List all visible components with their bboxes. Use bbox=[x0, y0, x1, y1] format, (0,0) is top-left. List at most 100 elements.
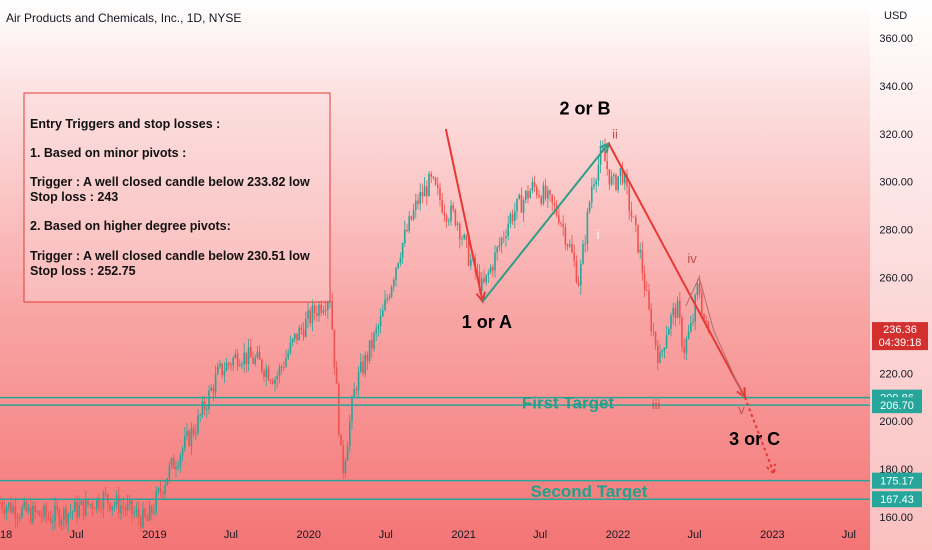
x-tick-label: Jul bbox=[70, 529, 84, 541]
candle-body bbox=[320, 304, 322, 313]
candle-body bbox=[219, 363, 221, 367]
candle-body bbox=[98, 497, 100, 508]
candle-body bbox=[382, 310, 384, 317]
candle-body bbox=[668, 328, 670, 335]
candle-body bbox=[443, 212, 446, 216]
candle-body bbox=[698, 283, 701, 294]
candle-body bbox=[170, 458, 173, 466]
candle-body bbox=[426, 186, 428, 197]
candle-body bbox=[538, 195, 540, 197]
candle-body bbox=[390, 286, 393, 297]
candle-body bbox=[124, 508, 127, 511]
candle-body bbox=[635, 217, 637, 225]
countdown: 04:39:18 bbox=[879, 337, 922, 349]
candle-body bbox=[509, 214, 512, 224]
candle-body bbox=[599, 148, 602, 165]
annotation-box: Entry Triggers and stop losses : 1. Base… bbox=[23, 92, 331, 303]
candle-body bbox=[214, 374, 217, 393]
candle-body bbox=[228, 363, 230, 365]
candle-body bbox=[1, 502, 3, 509]
candle-body bbox=[16, 517, 19, 519]
candle-body bbox=[586, 211, 589, 244]
candle-body bbox=[126, 503, 129, 511]
time-axis[interactable]: 2018 Jul 2019 Jul 2020 Jul 2021 Jul 2022 Jul 2023 J… bbox=[0, 529, 856, 541]
candle-body bbox=[23, 501, 25, 508]
candle-body bbox=[166, 478, 168, 486]
x-tick-label: 2022 bbox=[606, 529, 630, 541]
x-tick-label: 2023 bbox=[760, 529, 784, 541]
candle-body bbox=[368, 340, 371, 362]
candle-body bbox=[247, 347, 250, 365]
candle-body bbox=[252, 357, 254, 364]
candle-body bbox=[375, 328, 377, 334]
candle-body bbox=[454, 209, 457, 226]
candle-body bbox=[650, 308, 652, 332]
x-tick-label: Jul bbox=[533, 529, 547, 541]
candle-body bbox=[404, 229, 406, 244]
candle-body bbox=[283, 366, 285, 368]
candle-body bbox=[192, 428, 195, 435]
candle-body bbox=[558, 215, 560, 224]
candle-body bbox=[342, 445, 344, 474]
candle-body bbox=[652, 331, 655, 333]
candle-body bbox=[349, 421, 351, 447]
candle-body bbox=[588, 202, 591, 212]
candle-body bbox=[76, 501, 78, 518]
candle-body bbox=[351, 398, 353, 422]
candle-body bbox=[38, 511, 41, 516]
candle-body bbox=[505, 236, 507, 238]
candle-body bbox=[221, 363, 223, 376]
price-axis-panel[interactable] bbox=[870, 0, 932, 550]
candle-body bbox=[313, 305, 316, 314]
candle-body bbox=[234, 353, 237, 359]
candle-body bbox=[100, 507, 102, 510]
candle-body bbox=[355, 389, 358, 391]
candle-body bbox=[206, 409, 208, 410]
candle-body bbox=[140, 517, 142, 528]
candle-body bbox=[32, 505, 34, 523]
candle-body bbox=[54, 505, 56, 522]
candle-body bbox=[74, 501, 76, 512]
candle-body bbox=[514, 211, 516, 221]
candle-body bbox=[485, 274, 487, 283]
candle-body bbox=[632, 216, 635, 218]
candle-body bbox=[617, 176, 619, 190]
wave-label: 3 or C bbox=[729, 429, 780, 449]
x-tick-label: Jul bbox=[688, 529, 702, 541]
candle-body bbox=[41, 515, 43, 518]
candle-body bbox=[280, 366, 283, 368]
candle-body bbox=[69, 512, 72, 514]
candle-body bbox=[294, 333, 296, 339]
candle-body bbox=[542, 185, 545, 204]
candle-body bbox=[701, 293, 703, 314]
candle-body bbox=[646, 290, 648, 291]
candle-body bbox=[287, 352, 289, 359]
candle-body bbox=[406, 229, 408, 232]
candle-body bbox=[661, 350, 663, 352]
candle-body bbox=[19, 516, 21, 518]
candle-body bbox=[256, 351, 259, 358]
candle-body bbox=[285, 358, 287, 367]
chart-title: Air Products and Chemicals, Inc., 1D, NY… bbox=[6, 11, 241, 25]
candle-body bbox=[111, 506, 113, 511]
candle-body bbox=[421, 191, 424, 197]
current-price: 236.36 bbox=[883, 324, 917, 336]
candlestick-series bbox=[0, 138, 710, 533]
candle-body bbox=[637, 224, 639, 253]
candle-body bbox=[518, 194, 520, 199]
candle-body bbox=[56, 505, 58, 510]
candle-body bbox=[621, 168, 624, 184]
candle-body bbox=[500, 237, 503, 246]
candle-body bbox=[388, 296, 391, 299]
target-price: 175.17 bbox=[880, 476, 914, 488]
candle-body bbox=[445, 215, 448, 222]
candle-body bbox=[575, 261, 578, 283]
candle-body bbox=[272, 381, 274, 384]
candle-body bbox=[267, 368, 270, 381]
candle-body bbox=[307, 310, 309, 320]
candle-body bbox=[533, 182, 536, 187]
candle-body bbox=[654, 332, 657, 346]
candle-body bbox=[10, 502, 12, 513]
